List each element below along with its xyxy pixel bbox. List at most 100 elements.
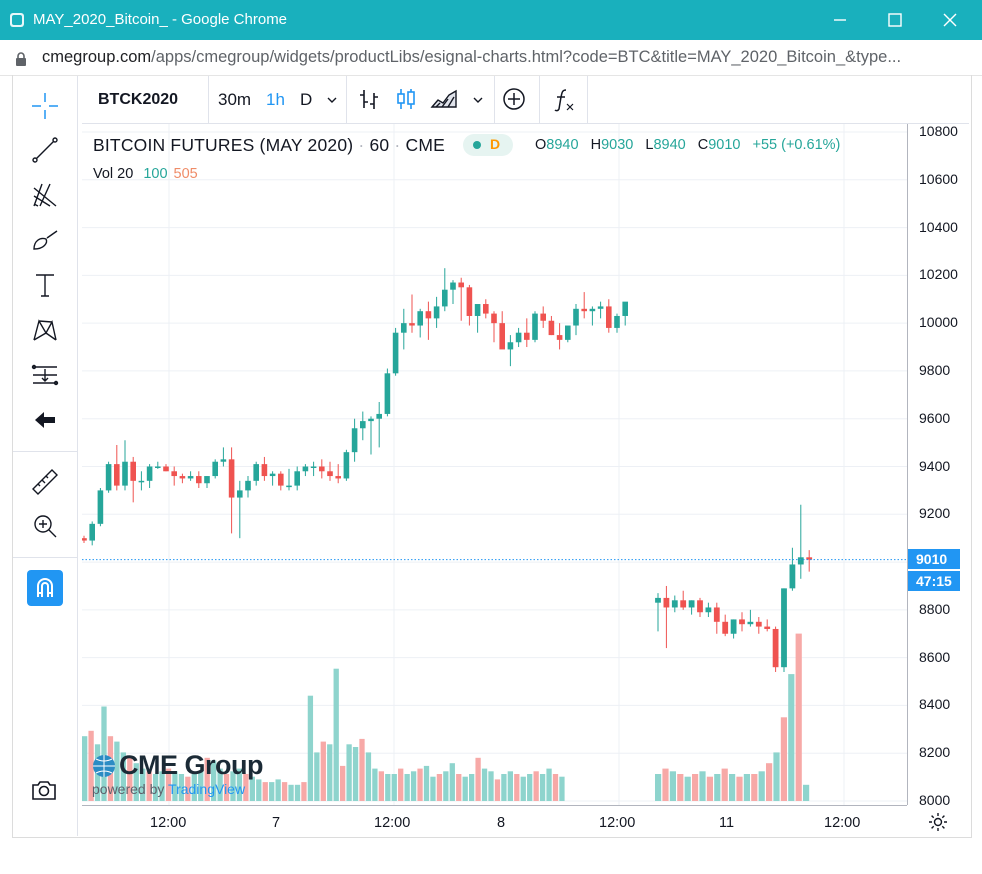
prediction-icon bbox=[31, 364, 59, 386]
volume-bar bbox=[191, 774, 197, 801]
volume-bar bbox=[507, 771, 513, 801]
volume-bar bbox=[159, 771, 165, 801]
price-tick-label: 9200 bbox=[919, 505, 951, 522]
interval-d[interactable]: D bbox=[300, 90, 313, 109]
url-text[interactable]: cmegroup.com/apps/cmegroup/widgets/produ… bbox=[42, 48, 901, 67]
maximize-button[interactable] bbox=[875, 6, 915, 34]
candle-body bbox=[261, 464, 268, 477]
candle-body bbox=[515, 332, 522, 343]
time-tick-label: 12:00 bbox=[824, 815, 861, 831]
close-button[interactable] bbox=[930, 6, 970, 34]
price-tick-label: 10800 bbox=[919, 123, 958, 139]
change-value: +55 (+0.61%) bbox=[752, 137, 841, 153]
countdown-tag: 47:15 bbox=[908, 571, 960, 591]
crosshair-tool[interactable] bbox=[27, 88, 63, 124]
prediction-tool[interactable] bbox=[27, 357, 63, 393]
volume-bar bbox=[262, 782, 268, 801]
interval-1h[interactable]: 1h bbox=[266, 90, 285, 109]
toolbar-divider bbox=[346, 76, 347, 123]
candle-body bbox=[82, 538, 87, 541]
candle-body bbox=[755, 621, 762, 627]
pattern-tool[interactable] bbox=[27, 312, 63, 348]
bar-style-icon[interactable] bbox=[358, 87, 382, 111]
price-tick-label: 8400 bbox=[919, 696, 951, 713]
text-tool[interactable] bbox=[27, 267, 63, 303]
volume-bar bbox=[751, 774, 758, 801]
candle-body bbox=[327, 471, 333, 477]
volume-bar bbox=[275, 779, 281, 801]
candle-body bbox=[310, 466, 317, 468]
volume-bar bbox=[256, 779, 262, 801]
volume-bar bbox=[211, 760, 217, 801]
market-status-badge[interactable]: D bbox=[463, 134, 513, 156]
chevron-down-icon[interactable] bbox=[326, 94, 338, 106]
candle-body bbox=[228, 459, 235, 498]
interval-30m[interactable]: 30m bbox=[218, 90, 252, 109]
magnet-tool[interactable] bbox=[27, 570, 63, 606]
close-value: 9010 bbox=[708, 137, 741, 153]
volume-bar bbox=[198, 771, 204, 801]
price-tick-label: 9400 bbox=[919, 457, 951, 474]
camera-icon bbox=[32, 781, 56, 800]
candle-body bbox=[532, 313, 538, 340]
volume-bar bbox=[539, 774, 546, 801]
fib-tool[interactable] bbox=[27, 177, 63, 213]
volume-bar bbox=[101, 706, 107, 801]
browser-titlebar: MAY_2020_Bitcoin_ - Google Chrome bbox=[0, 0, 982, 40]
price-axis[interactable] bbox=[907, 124, 970, 805]
compare-icon[interactable] bbox=[502, 87, 526, 111]
candle-body bbox=[351, 428, 358, 453]
trendline-tool[interactable] bbox=[27, 132, 63, 168]
favicon-icon bbox=[10, 13, 24, 27]
symbol-search[interactable]: BTCK2020 bbox=[98, 91, 179, 108]
time-tick-label: 11 bbox=[719, 815, 735, 831]
ruler-tool[interactable] bbox=[27, 464, 63, 500]
time-tick-label: 12:00 bbox=[374, 815, 411, 831]
price-tick-label: 10600 bbox=[919, 170, 958, 187]
price-chart[interactable] bbox=[82, 124, 907, 805]
volume-bar bbox=[243, 774, 249, 801]
legend-separator: · bbox=[394, 135, 401, 155]
candle-body bbox=[401, 323, 407, 333]
candle-body bbox=[417, 311, 423, 326]
candle-style-icon[interactable] bbox=[394, 87, 418, 111]
volume-value-2: 505 bbox=[173, 166, 198, 182]
candle-body bbox=[581, 308, 587, 312]
screenshot-button[interactable] bbox=[30, 778, 58, 807]
back-arrow-tool[interactable] bbox=[27, 402, 63, 438]
volume-bar bbox=[88, 730, 94, 801]
indicators-fx-icon[interactable] bbox=[552, 87, 576, 113]
address-bar[interactable]: cmegroup.com/apps/cmegroup/widgets/produ… bbox=[0, 40, 982, 76]
volume-bar bbox=[404, 774, 410, 801]
volume-bar bbox=[559, 776, 565, 801]
volume-bar bbox=[301, 782, 307, 801]
pattern-icon bbox=[33, 319, 57, 341]
brush-tool[interactable] bbox=[27, 222, 63, 258]
volume-bar bbox=[114, 741, 120, 801]
zoom-tool[interactable] bbox=[27, 508, 63, 544]
tradingview-link[interactable]: TradingView bbox=[168, 781, 246, 797]
candle-body bbox=[606, 306, 612, 328]
candle-body bbox=[597, 306, 604, 309]
candle-body bbox=[556, 335, 563, 340]
chevron-down-icon[interactable] bbox=[472, 94, 484, 106]
settings-gear-icon[interactable] bbox=[927, 811, 949, 833]
candle-body bbox=[97, 490, 104, 524]
low-value: 8940 bbox=[653, 137, 686, 153]
candle-body bbox=[781, 588, 787, 668]
candle-body bbox=[797, 557, 804, 565]
toolbar-divider bbox=[539, 76, 540, 123]
volume-bar bbox=[795, 633, 802, 801]
volume-bar bbox=[462, 776, 468, 801]
area-style-icon[interactable] bbox=[430, 87, 458, 111]
minimize-button[interactable] bbox=[820, 6, 860, 34]
volume-bar bbox=[288, 784, 294, 801]
trendline-icon bbox=[32, 137, 58, 163]
volume-bar bbox=[430, 776, 436, 801]
toolbar-divider bbox=[13, 451, 77, 452]
candle-body bbox=[589, 308, 596, 312]
candle-body bbox=[163, 466, 169, 472]
last-price-tag: 9010 bbox=[908, 549, 960, 569]
minimize-icon bbox=[834, 19, 846, 21]
time-axis[interactable] bbox=[82, 805, 907, 837]
